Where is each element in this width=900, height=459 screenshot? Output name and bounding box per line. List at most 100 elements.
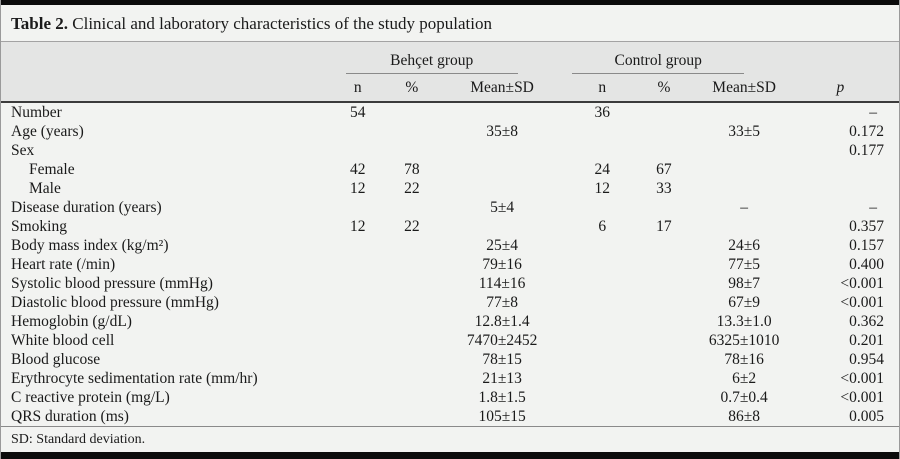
cell-label: C reactive protein (mg/L) — [11, 389, 170, 406]
cell-behcet-n: 12 — [350, 180, 366, 197]
table-row: Erythrocyte sedimentation rate (mm/hr) 2… — [1, 369, 899, 388]
header-spacer — [1, 74, 333, 103]
cell-label: Erythrocyte sedimentation rate (mm/hr) — [11, 370, 258, 387]
control-percent-header: % — [641, 74, 687, 103]
table-row: Sex 0.177 — [1, 141, 899, 160]
cell-label: Blood glucose — [11, 351, 101, 368]
cell-control-n — [563, 236, 641, 255]
cell-behcet-pct — [383, 274, 441, 293]
table-row: Body mass index (kg/m²) 25±4 24±6 0.157 — [1, 236, 899, 255]
cell-behcet-mean: 12.8±1.4 — [474, 313, 530, 330]
table-row: Age (years) 35±8 33±5 0.172 — [1, 122, 899, 141]
behcet-group-label: Behçet group — [345, 52, 518, 74]
cell-behcet-pct — [383, 312, 441, 331]
cell-p-value: 0.005 — [849, 408, 884, 425]
cell-label: Age (years) — [11, 123, 84, 140]
behcet-group-header: Behçet group — [333, 42, 564, 74]
cell-behcet-n: 54 — [350, 104, 366, 121]
cell-control-pct: 33 — [656, 180, 672, 197]
cell-label: QRS duration (ms) — [11, 408, 129, 425]
cell-p-value: 0.201 — [849, 332, 884, 349]
cell-control-n: 12 — [594, 180, 611, 197]
cell-behcet-mean: 114±16 — [478, 275, 526, 292]
cell-behcet-n — [333, 407, 383, 426]
cell-control-n — [563, 369, 641, 388]
cell-control-n — [563, 388, 641, 407]
cell-behcet-pct: 78 — [404, 161, 420, 178]
cell-p-value: <0.001 — [840, 389, 884, 406]
clinical-characteristics-table: Behçet group Control group n % Mean±SD n… — [1, 42, 899, 426]
cell-label: Systolic blood pressure (mmHg) — [11, 275, 213, 292]
cell-behcet-n — [333, 198, 383, 217]
cell-control-pct — [641, 293, 686, 312]
table-title-text: Clinical and laboratory characteristics … — [72, 14, 492, 33]
cell-control-mean: 6±2 — [732, 370, 757, 387]
cell-control-pct — [641, 141, 686, 160]
cell-control-pct — [641, 236, 686, 255]
cell-control-n — [563, 122, 641, 141]
cell-behcet-pct — [383, 388, 441, 407]
table-body: Number 54 36 – Age (years) 35±8 33±5 0.1… — [1, 102, 899, 426]
cell-label: Number — [11, 104, 62, 121]
cell-behcet-pct: 22 — [404, 180, 420, 197]
table-row: Systolic blood pressure (mmHg) 114±16 98… — [1, 274, 899, 293]
cell-control-mean — [686, 160, 801, 179]
table-row: Diastolic blood pressure (mmHg) 77±8 67±… — [1, 293, 899, 312]
table-row: Heart rate (/min) 79±16 77±5 0.400 — [1, 255, 899, 274]
table-footnote: SD: Standard deviation. — [1, 426, 899, 452]
cell-behcet-pct — [383, 122, 441, 141]
cell-behcet-pct — [383, 407, 441, 426]
cell-control-n — [563, 331, 641, 350]
cell-behcet-mean: 105±15 — [478, 408, 526, 425]
cell-behcet-n: 42 — [350, 161, 366, 178]
cell-p-value: <0.001 — [840, 275, 884, 292]
cell-control-pct — [641, 312, 686, 331]
cell-behcet-pct — [383, 198, 441, 217]
cell-control-pct — [641, 331, 686, 350]
cell-control-pct — [641, 102, 686, 122]
cell-p-value: – — [869, 104, 877, 121]
header-spacer — [802, 42, 899, 74]
cell-control-n — [563, 350, 641, 369]
cell-behcet-n — [333, 141, 383, 160]
cell-label: Sex — [11, 142, 35, 159]
cell-control-n — [563, 141, 641, 160]
cell-p-value — [802, 179, 899, 198]
cell-control-mean — [686, 217, 801, 236]
cell-control-pct: 67 — [656, 161, 672, 178]
cell-label: Female — [29, 161, 75, 178]
cell-control-n: 6 — [598, 218, 607, 235]
cell-control-pct: 17 — [656, 218, 672, 235]
cell-behcet-n — [333, 274, 383, 293]
cell-control-pct — [641, 350, 686, 369]
cell-p-value: 0.172 — [849, 123, 884, 140]
control-n-header: n — [563, 74, 642, 103]
cell-label: Male — [29, 180, 61, 197]
cell-control-pct — [641, 255, 686, 274]
cell-p-value: 0.400 — [849, 256, 884, 273]
top-rule-bar — [1, 0, 899, 5]
cell-control-mean: 86±8 — [728, 408, 760, 425]
cell-control-n — [563, 407, 641, 426]
cell-control-mean: 24±6 — [728, 237, 760, 254]
cell-control-n: 24 — [594, 161, 611, 178]
cell-p-value: 0.177 — [849, 142, 884, 159]
behcet-n-header: n — [332, 74, 383, 103]
cell-label: Hemoglobin (g/dL) — [11, 313, 132, 330]
cell-behcet-pct — [383, 255, 441, 274]
cell-p-value: 0.357 — [849, 218, 884, 235]
cell-control-mean: – — [740, 199, 748, 216]
cell-behcet-n — [333, 369, 383, 388]
cell-control-mean: 6325±1010 — [708, 332, 780, 349]
cell-behcet-pct — [383, 141, 441, 160]
cell-control-mean: 78±16 — [724, 351, 764, 368]
cell-behcet-pct — [383, 350, 441, 369]
table-number-label: Table 2. — [11, 14, 69, 33]
cell-behcet-mean — [441, 141, 563, 160]
cell-p-value: <0.001 — [840, 370, 884, 387]
cell-control-pct — [641, 388, 686, 407]
cell-behcet-n — [333, 293, 383, 312]
cell-behcet-mean: 35±8 — [486, 123, 518, 140]
table-row: C reactive protein (mg/L) 1.8±1.5 0.7±0.… — [1, 388, 899, 407]
cell-control-pct — [641, 407, 686, 426]
